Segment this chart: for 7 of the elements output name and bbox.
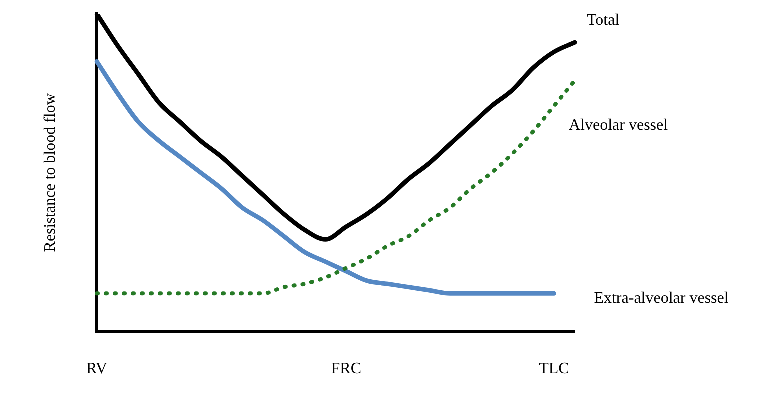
series-label: Total <box>587 12 620 29</box>
series-label: Alveolar vessel <box>569 116 669 134</box>
x-tick-label: RV <box>86 360 108 378</box>
x-tick-label: FRC <box>331 360 362 378</box>
x-tick-label: TLC <box>539 360 570 378</box>
text: Extra-alveolar vessel <box>594 290 730 307</box>
y-axis-title: Resistance to blood flow <box>42 93 59 252</box>
